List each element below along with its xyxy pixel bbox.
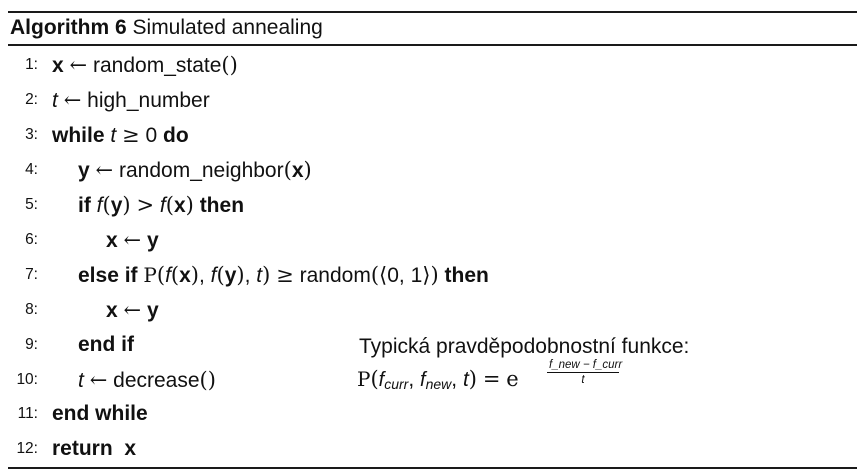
- algorithm-bottom-rule: [8, 467, 857, 469]
- line-number: 5:: [25, 196, 38, 213]
- line-code: x ← y: [106, 298, 159, 322]
- probability-function-title: Typická pravděpodobnostní funkce:: [359, 335, 690, 358]
- line-code: x ← random_state(): [52, 53, 238, 77]
- exponent-fraction: f_new − f_curr t: [547, 359, 623, 386]
- line-code: return x: [52, 437, 137, 460]
- line-code: end if: [78, 333, 134, 356]
- line-number: 11:: [17, 405, 38, 422]
- line-number: 2:: [25, 91, 38, 108]
- line-code: while t ≥ 0 do: [52, 123, 189, 147]
- line-number: 12:: [16, 440, 38, 457]
- line-number: 8:: [25, 301, 38, 318]
- line-number: 1:: [25, 56, 38, 73]
- line-number: 10:: [16, 371, 38, 388]
- exponent-denominator: t: [581, 374, 585, 386]
- line-number: 4:: [25, 161, 38, 178]
- line-code: t ← decrease(): [78, 368, 216, 392]
- line-code: if f(y) > f(x) then: [78, 193, 245, 217]
- algorithm-caption-rule: [8, 44, 857, 46]
- probability-function-formula: P(fcurr, fnew, t) = e f_new − f_curr t: [357, 359, 623, 392]
- line-code: x ← y: [106, 228, 159, 252]
- line-code: y ← random_neighbor(x): [78, 158, 312, 182]
- exponent-numerator: f_new − f_curr: [547, 359, 623, 373]
- line-number: 9:: [25, 336, 38, 353]
- line-code: t ← high_number: [52, 88, 210, 112]
- algorithm-caption: Algorithm 6 Simulated annealing: [10, 15, 323, 41]
- line-code: else if P(f(x), f(y), t) ≥ random(⟨0, 1⟩…: [78, 263, 489, 287]
- algorithm-top-rule: [8, 11, 857, 13]
- line-number: 6:: [25, 231, 38, 248]
- line-number: 7:: [25, 266, 38, 283]
- algorithm-label: Algorithm 6: [10, 16, 127, 39]
- line-number: 3:: [25, 126, 38, 143]
- algorithm-title: Simulated annealing: [132, 16, 323, 39]
- line-code: end while: [52, 402, 148, 425]
